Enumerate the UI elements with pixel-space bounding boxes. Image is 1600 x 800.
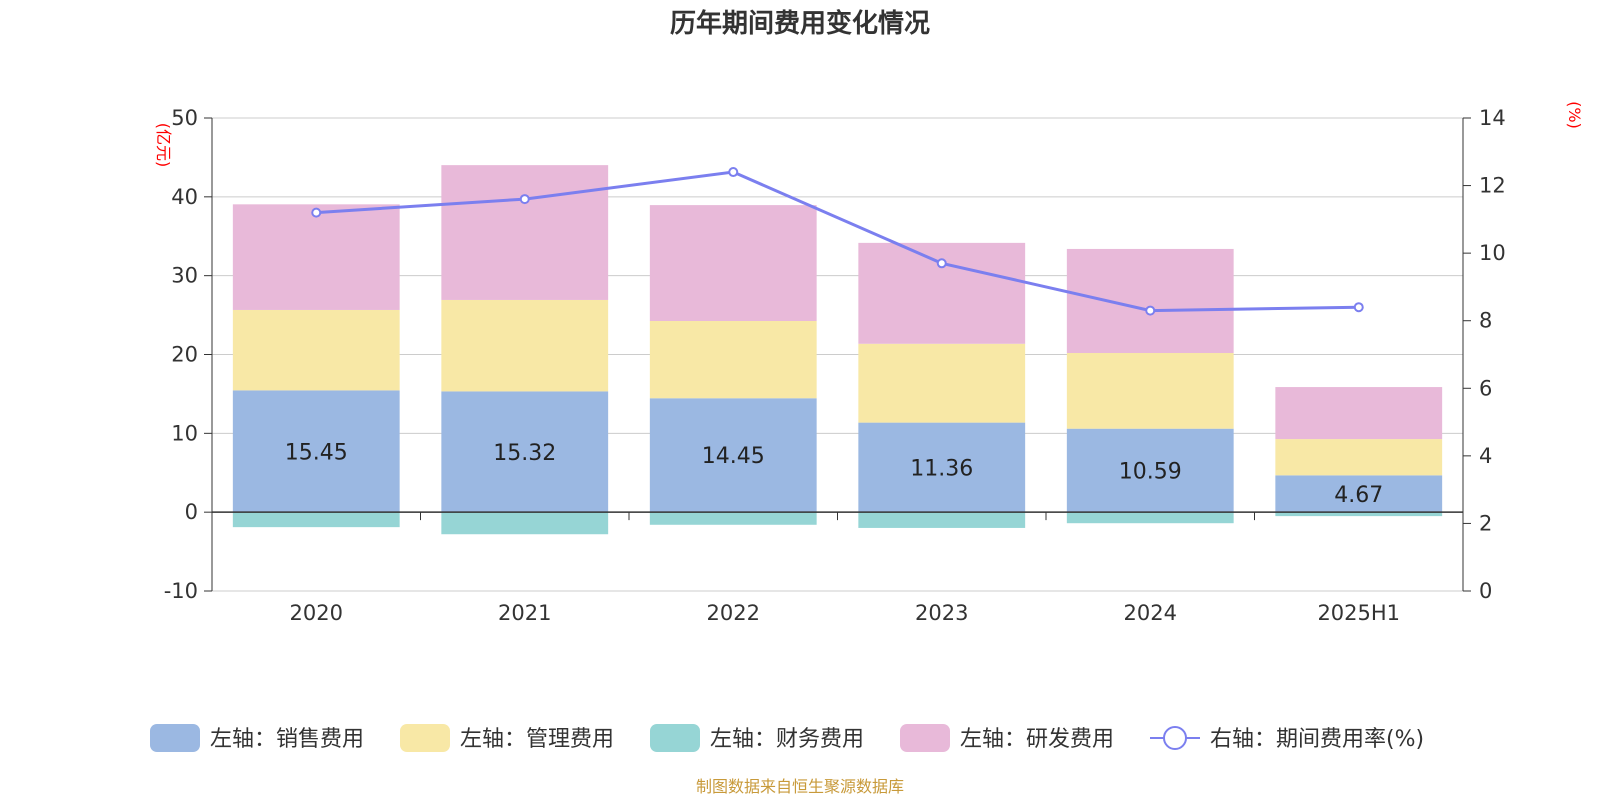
bar-segment [1275,512,1443,517]
chart-title: 历年期间费用变化情况 [670,8,930,39]
bar-segment [1066,428,1234,513]
left-tick-label: 40 [171,185,198,209]
source-note: 制图数据来自恒生聚源数据库 [696,777,904,796]
bar-segment [858,343,1026,423]
right-tick-label: 6 [1479,376,1492,400]
left-tick-label: 30 [171,264,198,288]
left-tick-label: -10 [164,579,198,603]
bar-segment [649,398,817,513]
right-tick-label: 4 [1479,444,1492,468]
bar-segment [1275,439,1443,476]
bar-data-label: 10.59 [1119,459,1182,484]
bar-segment [441,512,609,535]
bar-segment [858,422,1026,513]
right-tick-label: 14 [1479,106,1506,130]
bar-segment [1066,353,1234,429]
bar-segment [232,204,400,310]
legend-label[interactable]: 左轴：销售费用 [210,727,364,752]
bar-segment [441,165,609,300]
right-tick-label: 0 [1479,579,1492,603]
rate-point [1145,305,1156,316]
legend-label[interactable]: 左轴：研发费用 [960,727,1114,752]
bar-data-label: 4.67 [1334,483,1383,508]
data-labels: 15.45 15.32 14.45 11.36 10.59 4.67 [285,440,1383,507]
bar-data-label: 14.45 [702,444,765,469]
category-label: 2024 [1124,601,1177,625]
bar-segment [232,512,400,528]
left-tick-label: 0 [185,500,198,524]
legend-swatch[interactable] [650,724,700,752]
legend-label[interactable]: 右轴：期间费用率(%) [1210,727,1424,752]
bar-segment [858,512,1026,528]
bar-data-label: 15.45 [285,440,348,465]
rate-point [728,167,739,178]
left-axis-unit: (亿元) [154,123,173,168]
rate-line-path [316,170,1359,313]
left-tick-label: 20 [171,343,198,367]
bar-segment [232,390,400,513]
legend-label[interactable]: 左轴：管理费用 [460,727,614,752]
bar-segment [441,391,609,513]
rate-line [311,167,1364,316]
left-tick-label: 50 [171,106,198,130]
bar-segment [858,242,1026,344]
category-label: 2020 [290,601,343,625]
right-tick-label: 2 [1479,511,1492,535]
bar-segment [441,299,609,392]
bar-segment [649,320,817,399]
bar-data-label: 11.36 [910,456,973,481]
bar-segment [1066,512,1234,524]
right-tick-label: 12 [1479,174,1506,198]
category-label: 2023 [915,601,968,625]
bars [232,165,1443,535]
rate-point [936,258,947,269]
legend-swatch[interactable] [150,724,200,752]
bar-segment [1275,475,1443,513]
legend-swatch[interactable] [900,724,950,752]
legend-marker[interactable] [1163,726,1187,750]
rate-point [1353,302,1364,313]
left-tick-label: 10 [171,421,198,445]
category-label: 2025H1 [1317,601,1400,625]
legend: 左轴：销售费用 左轴：管理费用 左轴：财务费用 左轴：研发费用 右轴：期间费用率(%) [150,724,1424,752]
bar-segment [649,512,817,525]
legend-swatch[interactable] [400,724,450,752]
bar-segment [232,309,400,391]
rate-point [519,194,530,205]
bar-segment [1066,248,1234,354]
bar-data-label: 15.32 [493,441,556,466]
right-axis-unit: (%) [1565,101,1584,129]
category-label: 2021 [498,601,551,625]
legend-label[interactable]: 左轴：财务费用 [710,727,864,752]
right-tick-label: 8 [1479,309,1492,333]
category-label: 2022 [707,601,760,625]
grid-lines [212,117,1463,592]
rate-point [311,207,322,218]
bar-segment [1275,387,1443,440]
right-tick-label: 10 [1479,241,1506,265]
bar-segment [649,205,817,321]
